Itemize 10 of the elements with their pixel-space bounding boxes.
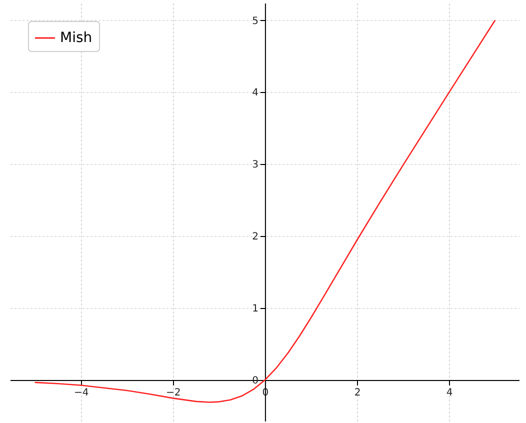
- x-tick-label: 4: [446, 387, 453, 398]
- y-tick-label: 4: [252, 88, 258, 99]
- y-tick-label: 3: [252, 160, 258, 171]
- legend-label: Mish: [60, 30, 92, 46]
- y-tick-label: 2: [252, 232, 258, 243]
- x-tick-label: −2: [166, 387, 181, 398]
- y-tick-label: 1: [252, 304, 258, 315]
- x-tick-label: −4: [74, 387, 89, 398]
- y-tick-label: 5: [252, 16, 258, 27]
- x-tick-label: 2: [354, 387, 361, 398]
